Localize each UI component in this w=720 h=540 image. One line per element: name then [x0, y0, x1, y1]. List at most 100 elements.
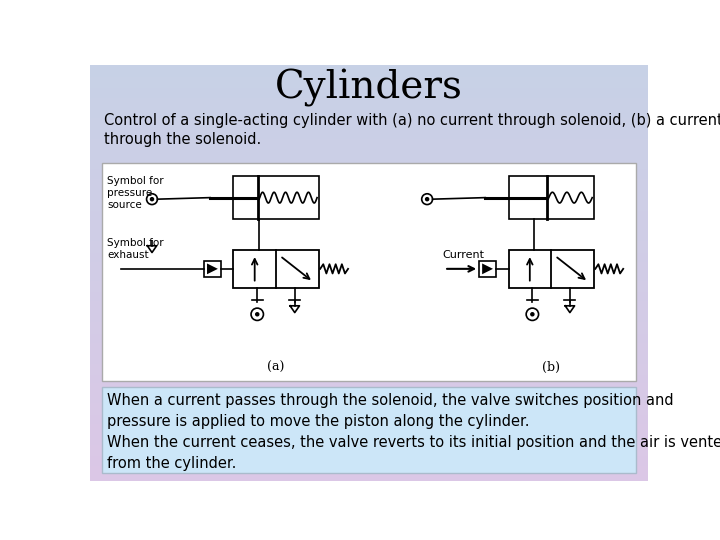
- Bar: [90, 341, 648, 343]
- Bar: [90, 79, 648, 82]
- Bar: [90, 266, 648, 268]
- Bar: [90, 81, 648, 84]
- Bar: [90, 87, 648, 90]
- Bar: [90, 476, 648, 478]
- Bar: [90, 328, 648, 331]
- Bar: [90, 102, 648, 104]
- Bar: [90, 135, 648, 138]
- Bar: [90, 144, 648, 146]
- Bar: [90, 77, 648, 79]
- Bar: [90, 343, 648, 346]
- Bar: [90, 355, 648, 358]
- Bar: [90, 260, 648, 262]
- Bar: [90, 299, 648, 302]
- Bar: [90, 85, 648, 87]
- Bar: [90, 258, 648, 260]
- Text: (b): (b): [542, 361, 560, 374]
- Bar: [90, 403, 648, 406]
- Bar: [90, 418, 648, 420]
- Bar: [90, 145, 648, 148]
- Bar: [90, 214, 648, 217]
- Text: Control of a single-acting cylinder with (a) no current through solenoid, (b) a : Control of a single-acting cylinder with…: [104, 112, 720, 147]
- Bar: [90, 457, 648, 460]
- Bar: [90, 177, 648, 179]
- Bar: [90, 397, 648, 400]
- Bar: [90, 147, 648, 150]
- Bar: [90, 201, 648, 204]
- Bar: [90, 472, 648, 474]
- Bar: [90, 183, 648, 185]
- Bar: [90, 384, 648, 387]
- Bar: [90, 262, 648, 265]
- Bar: [90, 478, 648, 481]
- Bar: [90, 71, 648, 73]
- Bar: [90, 89, 648, 92]
- Bar: [90, 376, 648, 379]
- Bar: [90, 389, 648, 391]
- Bar: [90, 255, 648, 258]
- Bar: [90, 108, 648, 111]
- Bar: [90, 339, 648, 341]
- Bar: [90, 291, 648, 294]
- Bar: [90, 414, 648, 416]
- Bar: [90, 91, 648, 94]
- Bar: [90, 191, 648, 194]
- Bar: [90, 171, 648, 173]
- Bar: [90, 406, 648, 408]
- Bar: [90, 449, 648, 451]
- Bar: [90, 172, 648, 175]
- Bar: [90, 200, 648, 202]
- Bar: [90, 69, 648, 71]
- Bar: [233, 177, 319, 219]
- Bar: [90, 279, 648, 281]
- Bar: [90, 195, 648, 198]
- Text: Current: Current: [443, 249, 485, 260]
- Bar: [90, 208, 648, 211]
- Bar: [90, 366, 648, 368]
- Bar: [508, 177, 594, 219]
- Bar: [90, 125, 648, 127]
- Bar: [90, 245, 648, 248]
- Text: Cylinders: Cylinders: [275, 69, 463, 107]
- Bar: [102, 164, 636, 381]
- Bar: [90, 465, 648, 468]
- Bar: [90, 252, 648, 254]
- Bar: [90, 118, 648, 121]
- Bar: [90, 430, 648, 433]
- Bar: [90, 160, 648, 163]
- Bar: [90, 239, 648, 241]
- Bar: [90, 66, 648, 69]
- Bar: [90, 368, 648, 370]
- Bar: [90, 228, 648, 231]
- Bar: [90, 393, 648, 395]
- Circle shape: [531, 313, 534, 316]
- Bar: [90, 360, 648, 362]
- Bar: [90, 306, 648, 308]
- Bar: [90, 353, 648, 356]
- Bar: [90, 387, 648, 389]
- Bar: [90, 127, 648, 129]
- Bar: [90, 382, 648, 385]
- Bar: [90, 289, 648, 292]
- Bar: [90, 272, 648, 275]
- Text: (a): (a): [267, 361, 284, 374]
- Bar: [90, 326, 648, 329]
- Bar: [90, 380, 648, 383]
- Bar: [90, 409, 648, 412]
- Bar: [90, 216, 648, 219]
- Bar: [90, 120, 648, 123]
- Bar: [90, 198, 648, 200]
- Bar: [90, 137, 648, 140]
- Bar: [90, 174, 648, 177]
- Bar: [90, 152, 648, 154]
- Bar: [90, 438, 648, 441]
- Bar: [90, 408, 648, 410]
- Bar: [90, 268, 648, 271]
- Bar: [90, 185, 648, 187]
- Bar: [90, 443, 648, 445]
- Bar: [90, 131, 648, 133]
- Bar: [90, 318, 648, 321]
- Bar: [90, 310, 648, 312]
- Bar: [90, 285, 648, 287]
- Bar: [90, 362, 648, 364]
